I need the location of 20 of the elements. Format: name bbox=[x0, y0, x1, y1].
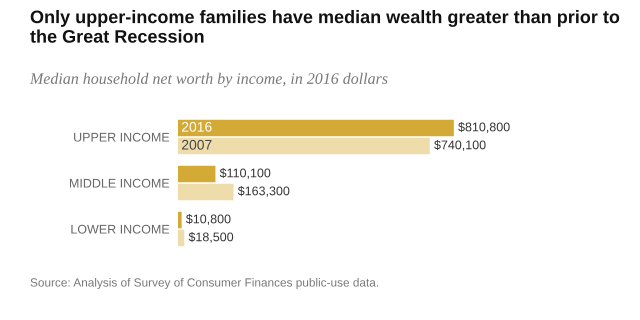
bar bbox=[178, 230, 184, 246]
series-label: 2007 bbox=[182, 140, 212, 150]
y-tick-label: MIDDLE INCOME bbox=[70, 178, 170, 188]
y-tick-label: LOWER INCOME bbox=[71, 224, 170, 234]
data-label: $740,100 bbox=[434, 140, 486, 151]
data-label: $18,500 bbox=[188, 232, 234, 243]
source-note: Source: Analysis of Survey of Consumer Finances public-use data. bbox=[30, 278, 378, 290]
bar bbox=[178, 166, 216, 182]
data-label: $110,100 bbox=[220, 168, 270, 179]
y-tick-label: UPPER INCOME bbox=[74, 132, 170, 142]
data-label: $810,800 bbox=[458, 122, 510, 133]
series-label: 2016 bbox=[182, 122, 212, 132]
chart-subtitle: Median household net worth by income, in 2016 dollars bbox=[30, 72, 388, 88]
chart-title: Only upper-income families have median wealth greater than prior to the Great Recession bbox=[30, 10, 620, 43]
data-label: $163,300 bbox=[238, 186, 290, 197]
bar bbox=[178, 120, 454, 136]
data-label: $10,800 bbox=[186, 214, 231, 225]
bar bbox=[178, 184, 234, 200]
bar bbox=[178, 212, 182, 228]
bar bbox=[178, 138, 430, 154]
